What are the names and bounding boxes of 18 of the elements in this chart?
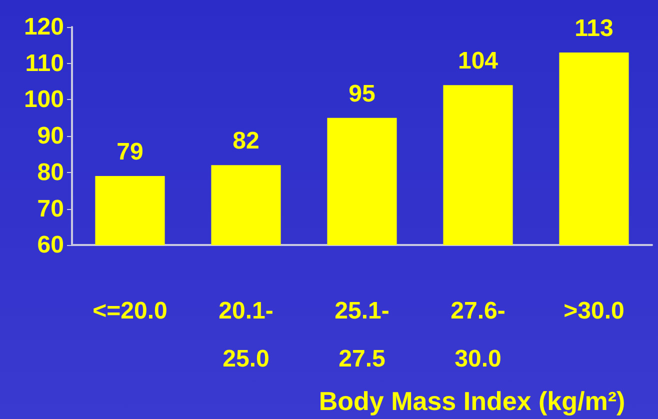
data-label: 113	[574, 14, 614, 42]
y-tick-label: 90	[37, 122, 64, 150]
x-tick-label: >30.0	[564, 298, 624, 325]
data-label: 79	[116, 138, 144, 166]
y-tick-label: 80	[37, 158, 64, 186]
x-axis-title: Body Mass Index (kg/m²)	[318, 386, 626, 416]
y-tick-label: 110	[25, 50, 64, 77]
data-label: 82	[232, 128, 260, 155]
data-label: 104	[458, 48, 499, 75]
x-tick-label: 25.1-27.5	[334, 298, 390, 373]
x-tick-label: <=20.0	[92, 298, 168, 325]
x-tick-label: 20.1-25.0	[218, 298, 274, 373]
y-tick-label: 100	[24, 86, 64, 114]
y-tick-label: 120	[24, 14, 64, 40]
x-tick-label: 27.6-30.0	[450, 298, 506, 373]
y-tick-label: 70	[37, 195, 64, 222]
data-label: 95	[348, 80, 376, 108]
y-tick-label: 60	[37, 232, 64, 259]
